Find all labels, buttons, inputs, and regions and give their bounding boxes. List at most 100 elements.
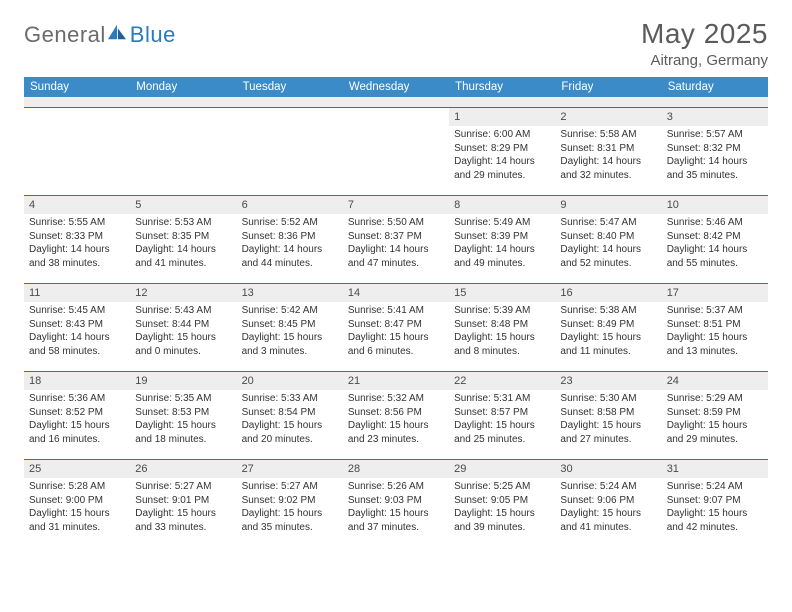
day-cell: 11Sunrise: 5:45 AMSunset: 8:43 PMDayligh… xyxy=(24,283,130,371)
day-cell: 4Sunrise: 5:55 AMSunset: 8:33 PMDaylight… xyxy=(24,195,130,283)
sunset-text: Sunset: 8:33 PM xyxy=(29,230,125,244)
day-number: 17 xyxy=(662,284,768,303)
day-cell: 21Sunrise: 5:32 AMSunset: 8:56 PMDayligh… xyxy=(343,371,449,459)
day-cell: 19Sunrise: 5:35 AMSunset: 8:53 PMDayligh… xyxy=(130,371,236,459)
sunrise-text: Sunrise: 5:45 AM xyxy=(29,304,125,318)
day-number: 24 xyxy=(662,372,768,391)
daylight-text: Daylight: 15 hours and 25 minutes. xyxy=(454,419,550,446)
brand-name-1: General xyxy=(24,22,106,48)
daylight-text: Daylight: 15 hours and 6 minutes. xyxy=(348,331,444,358)
sunset-text: Sunset: 8:32 PM xyxy=(667,142,763,156)
day-number: 6 xyxy=(237,196,343,215)
sunset-text: Sunset: 8:49 PM xyxy=(560,318,656,332)
day-cell: 25Sunrise: 5:28 AMSunset: 9:00 PMDayligh… xyxy=(24,459,130,547)
daylight-text: Daylight: 14 hours and 47 minutes. xyxy=(348,243,444,270)
sunset-text: Sunset: 9:02 PM xyxy=(242,494,338,508)
sunrise-text: Sunrise: 5:49 AM xyxy=(454,216,550,230)
sunrise-text: Sunrise: 5:46 AM xyxy=(667,216,763,230)
day-cell: 27Sunrise: 5:27 AMSunset: 9:02 PMDayligh… xyxy=(237,459,343,547)
day-cell: 8Sunrise: 5:49 AMSunset: 8:39 PMDaylight… xyxy=(449,195,555,283)
sunset-text: Sunset: 8:43 PM xyxy=(29,318,125,332)
daylight-text: Daylight: 15 hours and 29 minutes. xyxy=(667,419,763,446)
day-number: 9 xyxy=(555,196,661,215)
daylight-text: Daylight: 14 hours and 55 minutes. xyxy=(667,243,763,270)
sunset-text: Sunset: 8:54 PM xyxy=(242,406,338,420)
sunset-text: Sunset: 9:01 PM xyxy=(135,494,231,508)
sunset-text: Sunset: 8:53 PM xyxy=(135,406,231,420)
day-number: 4 xyxy=(24,196,130,215)
day-cell: 24Sunrise: 5:29 AMSunset: 8:59 PMDayligh… xyxy=(662,371,768,459)
sunrise-text: Sunrise: 5:27 AM xyxy=(135,480,231,494)
daylight-text: Daylight: 15 hours and 31 minutes. xyxy=(29,507,125,534)
day-number: 15 xyxy=(449,284,555,303)
sunset-text: Sunset: 8:36 PM xyxy=(242,230,338,244)
day-cell: 2Sunrise: 5:58 AMSunset: 8:31 PMDaylight… xyxy=(555,107,661,195)
weekday-header: Tuesday xyxy=(237,77,343,97)
daylight-text: Daylight: 15 hours and 41 minutes. xyxy=(560,507,656,534)
sunset-text: Sunset: 8:45 PM xyxy=(242,318,338,332)
daylight-text: Daylight: 15 hours and 11 minutes. xyxy=(560,331,656,358)
weekday-header: Friday xyxy=(555,77,661,97)
sunset-text: Sunset: 8:44 PM xyxy=(135,318,231,332)
day-number: 12 xyxy=(130,284,236,303)
sunset-text: Sunset: 9:06 PM xyxy=(560,494,656,508)
daylight-text: Daylight: 15 hours and 18 minutes. xyxy=(135,419,231,446)
day-cell: 22Sunrise: 5:31 AMSunset: 8:57 PMDayligh… xyxy=(449,371,555,459)
sunrise-text: Sunrise: 5:30 AM xyxy=(560,392,656,406)
sunrise-text: Sunrise: 5:25 AM xyxy=(454,480,550,494)
sunset-text: Sunset: 8:57 PM xyxy=(454,406,550,420)
brand-name-2: Blue xyxy=(130,22,176,48)
day-number: 22 xyxy=(449,372,555,391)
daylight-text: Daylight: 15 hours and 39 minutes. xyxy=(454,507,550,534)
sunrise-text: Sunrise: 5:52 AM xyxy=(242,216,338,230)
day-number: 29 xyxy=(449,460,555,479)
sunrise-text: Sunrise: 5:35 AM xyxy=(135,392,231,406)
day-cell: 18Sunrise: 5:36 AMSunset: 8:52 PMDayligh… xyxy=(24,371,130,459)
day-number: 3 xyxy=(662,108,768,127)
sunset-text: Sunset: 8:40 PM xyxy=(560,230,656,244)
sunrise-text: Sunrise: 5:47 AM xyxy=(560,216,656,230)
day-number: 2 xyxy=(555,108,661,127)
sunrise-text: Sunrise: 5:58 AM xyxy=(560,128,656,142)
sunset-text: Sunset: 8:31 PM xyxy=(560,142,656,156)
day-number: 28 xyxy=(343,460,449,479)
sunrise-text: Sunrise: 5:33 AM xyxy=(242,392,338,406)
day-cell: 9Sunrise: 5:47 AMSunset: 8:40 PMDaylight… xyxy=(555,195,661,283)
spacer-row xyxy=(24,97,768,107)
sunset-text: Sunset: 8:29 PM xyxy=(454,142,550,156)
day-number: 1 xyxy=(449,108,555,127)
day-cell: 28Sunrise: 5:26 AMSunset: 9:03 PMDayligh… xyxy=(343,459,449,547)
sunset-text: Sunset: 8:47 PM xyxy=(348,318,444,332)
calendar-row: 18Sunrise: 5:36 AMSunset: 8:52 PMDayligh… xyxy=(24,371,768,459)
title-block: May 2025 Aitrang, Germany xyxy=(641,18,768,69)
sunset-text: Sunset: 8:42 PM xyxy=(667,230,763,244)
calendar-page: General Blue May 2025 Aitrang, Germany S… xyxy=(0,0,792,557)
weekday-header: Wednesday xyxy=(343,77,449,97)
month-title: May 2025 xyxy=(641,18,768,50)
sunset-text: Sunset: 9:05 PM xyxy=(454,494,550,508)
daylight-text: Daylight: 15 hours and 33 minutes. xyxy=(135,507,231,534)
day-cell: 13Sunrise: 5:42 AMSunset: 8:45 PMDayligh… xyxy=(237,283,343,371)
sunset-text: Sunset: 9:03 PM xyxy=(348,494,444,508)
sunrise-text: Sunrise: 5:28 AM xyxy=(29,480,125,494)
calendar-row: 4Sunrise: 5:55 AMSunset: 8:33 PMDaylight… xyxy=(24,195,768,283)
sunrise-text: Sunrise: 5:31 AM xyxy=(454,392,550,406)
sunset-text: Sunset: 9:00 PM xyxy=(29,494,125,508)
day-number: 19 xyxy=(130,372,236,391)
sunrise-text: Sunrise: 5:24 AM xyxy=(667,480,763,494)
sunrise-text: Sunrise: 5:37 AM xyxy=(667,304,763,318)
empty-cell xyxy=(237,107,343,195)
sunrise-text: Sunrise: 5:26 AM xyxy=(348,480,444,494)
day-cell: 23Sunrise: 5:30 AMSunset: 8:58 PMDayligh… xyxy=(555,371,661,459)
sunrise-text: Sunrise: 5:42 AM xyxy=(242,304,338,318)
sunrise-text: Sunrise: 5:27 AM xyxy=(242,480,338,494)
sunrise-text: Sunrise: 5:36 AM xyxy=(29,392,125,406)
weekday-header-row: Sunday Monday Tuesday Wednesday Thursday… xyxy=(24,77,768,97)
brand-logo: General Blue xyxy=(24,18,176,48)
daylight-text: Daylight: 14 hours and 29 minutes. xyxy=(454,155,550,182)
sunrise-text: Sunrise: 5:39 AM xyxy=(454,304,550,318)
empty-cell xyxy=(24,107,130,195)
daylight-text: Daylight: 15 hours and 8 minutes. xyxy=(454,331,550,358)
daylight-text: Daylight: 14 hours and 41 minutes. xyxy=(135,243,231,270)
day-cell: 12Sunrise: 5:43 AMSunset: 8:44 PMDayligh… xyxy=(130,283,236,371)
